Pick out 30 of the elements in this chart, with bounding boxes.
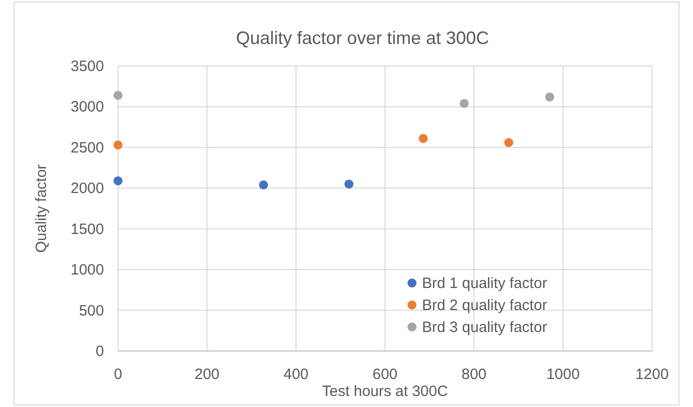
x-tick-label: 0 — [114, 366, 122, 383]
point — [545, 92, 554, 102]
point — [114, 176, 122, 186]
x-tick-label: 400 — [283, 366, 309, 383]
x-tick-label: 200 — [194, 366, 220, 383]
y-tick-label: 1500 — [70, 220, 104, 238]
y-tick-label: 3000 — [70, 98, 104, 116]
y-axis-title: Quality factor — [33, 164, 50, 253]
y-tick-label: 2500 — [70, 139, 104, 156]
legend-label: Brd 3 quality factor — [422, 319, 548, 336]
y-tick-label: 500 — [78, 302, 104, 320]
point — [114, 140, 122, 150]
x-tick-label: 1000 — [546, 366, 580, 383]
point — [259, 180, 268, 190]
y-tick-label: 0 — [96, 343, 104, 360]
legend-label: Brd 2 quality factor — [422, 297, 548, 314]
x-tick-label: 600 — [372, 366, 398, 383]
y-tick-label: 1000 — [70, 262, 104, 279]
point — [460, 98, 469, 108]
x-axis-title: Test hours at 300C — [322, 383, 448, 400]
point — [418, 134, 428, 143]
point — [344, 180, 354, 189]
x-tick-label: 800 — [461, 366, 487, 383]
point — [504, 138, 514, 148]
point — [114, 90, 122, 100]
chart-title: Quality factor over time at 300C — [236, 28, 490, 48]
legend-label: Brd 1 quality factor — [422, 275, 548, 292]
y-tick-label: 3500 — [70, 58, 104, 75]
x-tick-label: 1200 — [635, 366, 669, 383]
y-tick-label: 2000 — [70, 180, 104, 198]
